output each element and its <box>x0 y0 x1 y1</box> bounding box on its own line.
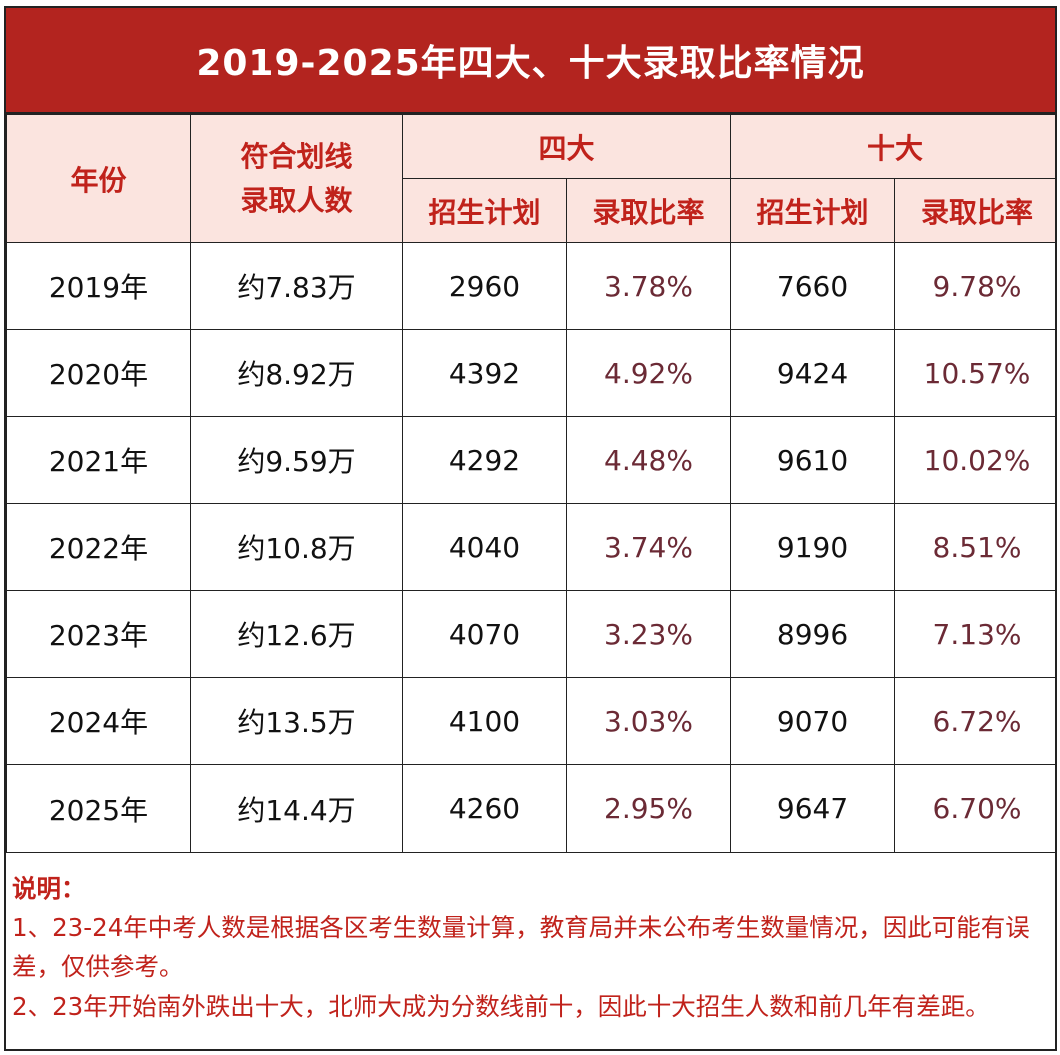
cell-top4-plan: 4100 <box>402 677 567 765</box>
cell-top10-ratio: 6.70% <box>894 764 1055 853</box>
header-group-top4: 四大 <box>401 114 732 179</box>
cell-top4-ratio: 3.74% <box>565 503 732 591</box>
table-row: 2021年 约9.59万 4292 4.48% 9610 10.02% <box>6 416 1055 504</box>
table-row: 2023年 约12.6万 4070 3.23% 8996 7.13% <box>6 590 1055 678</box>
cell-top10-plan: 7660 <box>730 242 896 330</box>
cell-qualified: 约12.6万 <box>190 590 403 678</box>
table-row: 2020年 约8.92万 4392 4.92% 9424 10.57% <box>6 329 1055 417</box>
cell-top10-plan: 9424 <box>730 329 896 417</box>
cell-qualified: 约9.59万 <box>190 416 403 504</box>
admission-table: 年份 符合划线 录取人数 四大 十大 招生计划 录取比率 招生计划 录取比率 2… <box>6 114 1055 853</box>
cell-top4-ratio: 2.95% <box>565 764 732 853</box>
note-item-1: 1、23-24年中考人数是根据各区考生数量计算，教育局并未公布考生数量情况，因此… <box>12 913 1030 982</box>
header-top10-plan: 招生计划 <box>730 178 896 243</box>
cell-top4-ratio: 3.03% <box>565 677 732 765</box>
cell-top10-plan: 9190 <box>730 503 896 591</box>
table-row: 2019年 约7.83万 2960 3.78% 7660 9.78% <box>6 242 1055 330</box>
header-top10-ratio: 录取比率 <box>894 178 1055 243</box>
cell-top10-ratio: 7.13% <box>894 590 1055 678</box>
header-top4-ratio: 录取比率 <box>565 178 732 243</box>
cell-top10-plan: 9647 <box>730 764 896 853</box>
cell-top4-plan: 4392 <box>402 329 567 417</box>
cell-top10-ratio: 8.51% <box>894 503 1055 591</box>
cell-top10-ratio: 10.02% <box>894 416 1055 504</box>
header-qualified: 符合划线 录取人数 <box>190 114 403 243</box>
cell-qualified: 约14.4万 <box>190 764 403 853</box>
notes-section: 说明： 1、23-24年中考人数是根据各区考生数量计算，教育局并未公布考生数量情… <box>6 853 1055 1026</box>
table-row: 2024年 约13.5万 4100 3.03% 9070 6.72% <box>6 677 1055 765</box>
cell-top4-plan: 4040 <box>402 503 567 591</box>
cell-top4-plan: 4070 <box>402 590 567 678</box>
cell-top4-ratio: 4.92% <box>565 329 732 417</box>
notes-heading: 说明： <box>12 874 86 903</box>
cell-top10-ratio: 6.72% <box>894 677 1055 765</box>
table-title: 2019-2025年四大、十大录取比率情况 <box>6 8 1055 114</box>
cell-qualified: 约13.5万 <box>190 677 403 765</box>
header-group-top10: 十大 <box>730 114 1055 179</box>
cell-top10-plan: 9610 <box>730 416 896 504</box>
table-row: 2025年 约14.4万 4260 2.95% 9647 6.70% <box>6 764 1055 853</box>
cell-top10-ratio: 10.57% <box>894 329 1055 417</box>
cell-qualified: 约8.92万 <box>190 329 403 417</box>
cell-top4-plan: 4292 <box>402 416 567 504</box>
header-qualified-line1: 符合划线 <box>240 140 353 174</box>
cell-year: 2020年 <box>6 329 191 417</box>
cell-year: 2025年 <box>6 764 191 853</box>
cell-top4-ratio: 3.78% <box>565 242 732 330</box>
cell-year: 2023年 <box>6 590 191 678</box>
cell-qualified: 约7.83万 <box>190 242 403 330</box>
table-row: 2022年 约10.8万 4040 3.74% 9190 8.51% <box>6 503 1055 591</box>
admission-table-card: 2019-2025年四大、十大录取比率情况 年份 符合划线 录取人数 四大 十大… <box>4 6 1057 1051</box>
cell-year: 2019年 <box>6 242 191 330</box>
cell-top4-ratio: 3.23% <box>565 590 732 678</box>
cell-top10-plan: 9070 <box>730 677 896 765</box>
cell-top4-plan: 4260 <box>402 764 567 853</box>
cell-qualified: 约10.8万 <box>190 503 403 591</box>
header-year: 年份 <box>6 114 191 243</box>
cell-top10-plan: 8996 <box>730 590 896 678</box>
cell-year: 2024年 <box>6 677 191 765</box>
header-qualified-line2: 录取人数 <box>240 183 353 217</box>
header-top4-plan: 招生计划 <box>402 178 567 243</box>
note-item-2: 2、23年开始南外跌出十大，北师大成为分数线前十，因此十大招生人数和前几年有差距… <box>12 991 990 1021</box>
cell-top4-plan: 2960 <box>402 242 567 330</box>
cell-year: 2021年 <box>6 416 191 504</box>
cell-top10-ratio: 9.78% <box>894 242 1055 330</box>
cell-top4-ratio: 4.48% <box>565 416 732 504</box>
cell-year: 2022年 <box>6 503 191 591</box>
